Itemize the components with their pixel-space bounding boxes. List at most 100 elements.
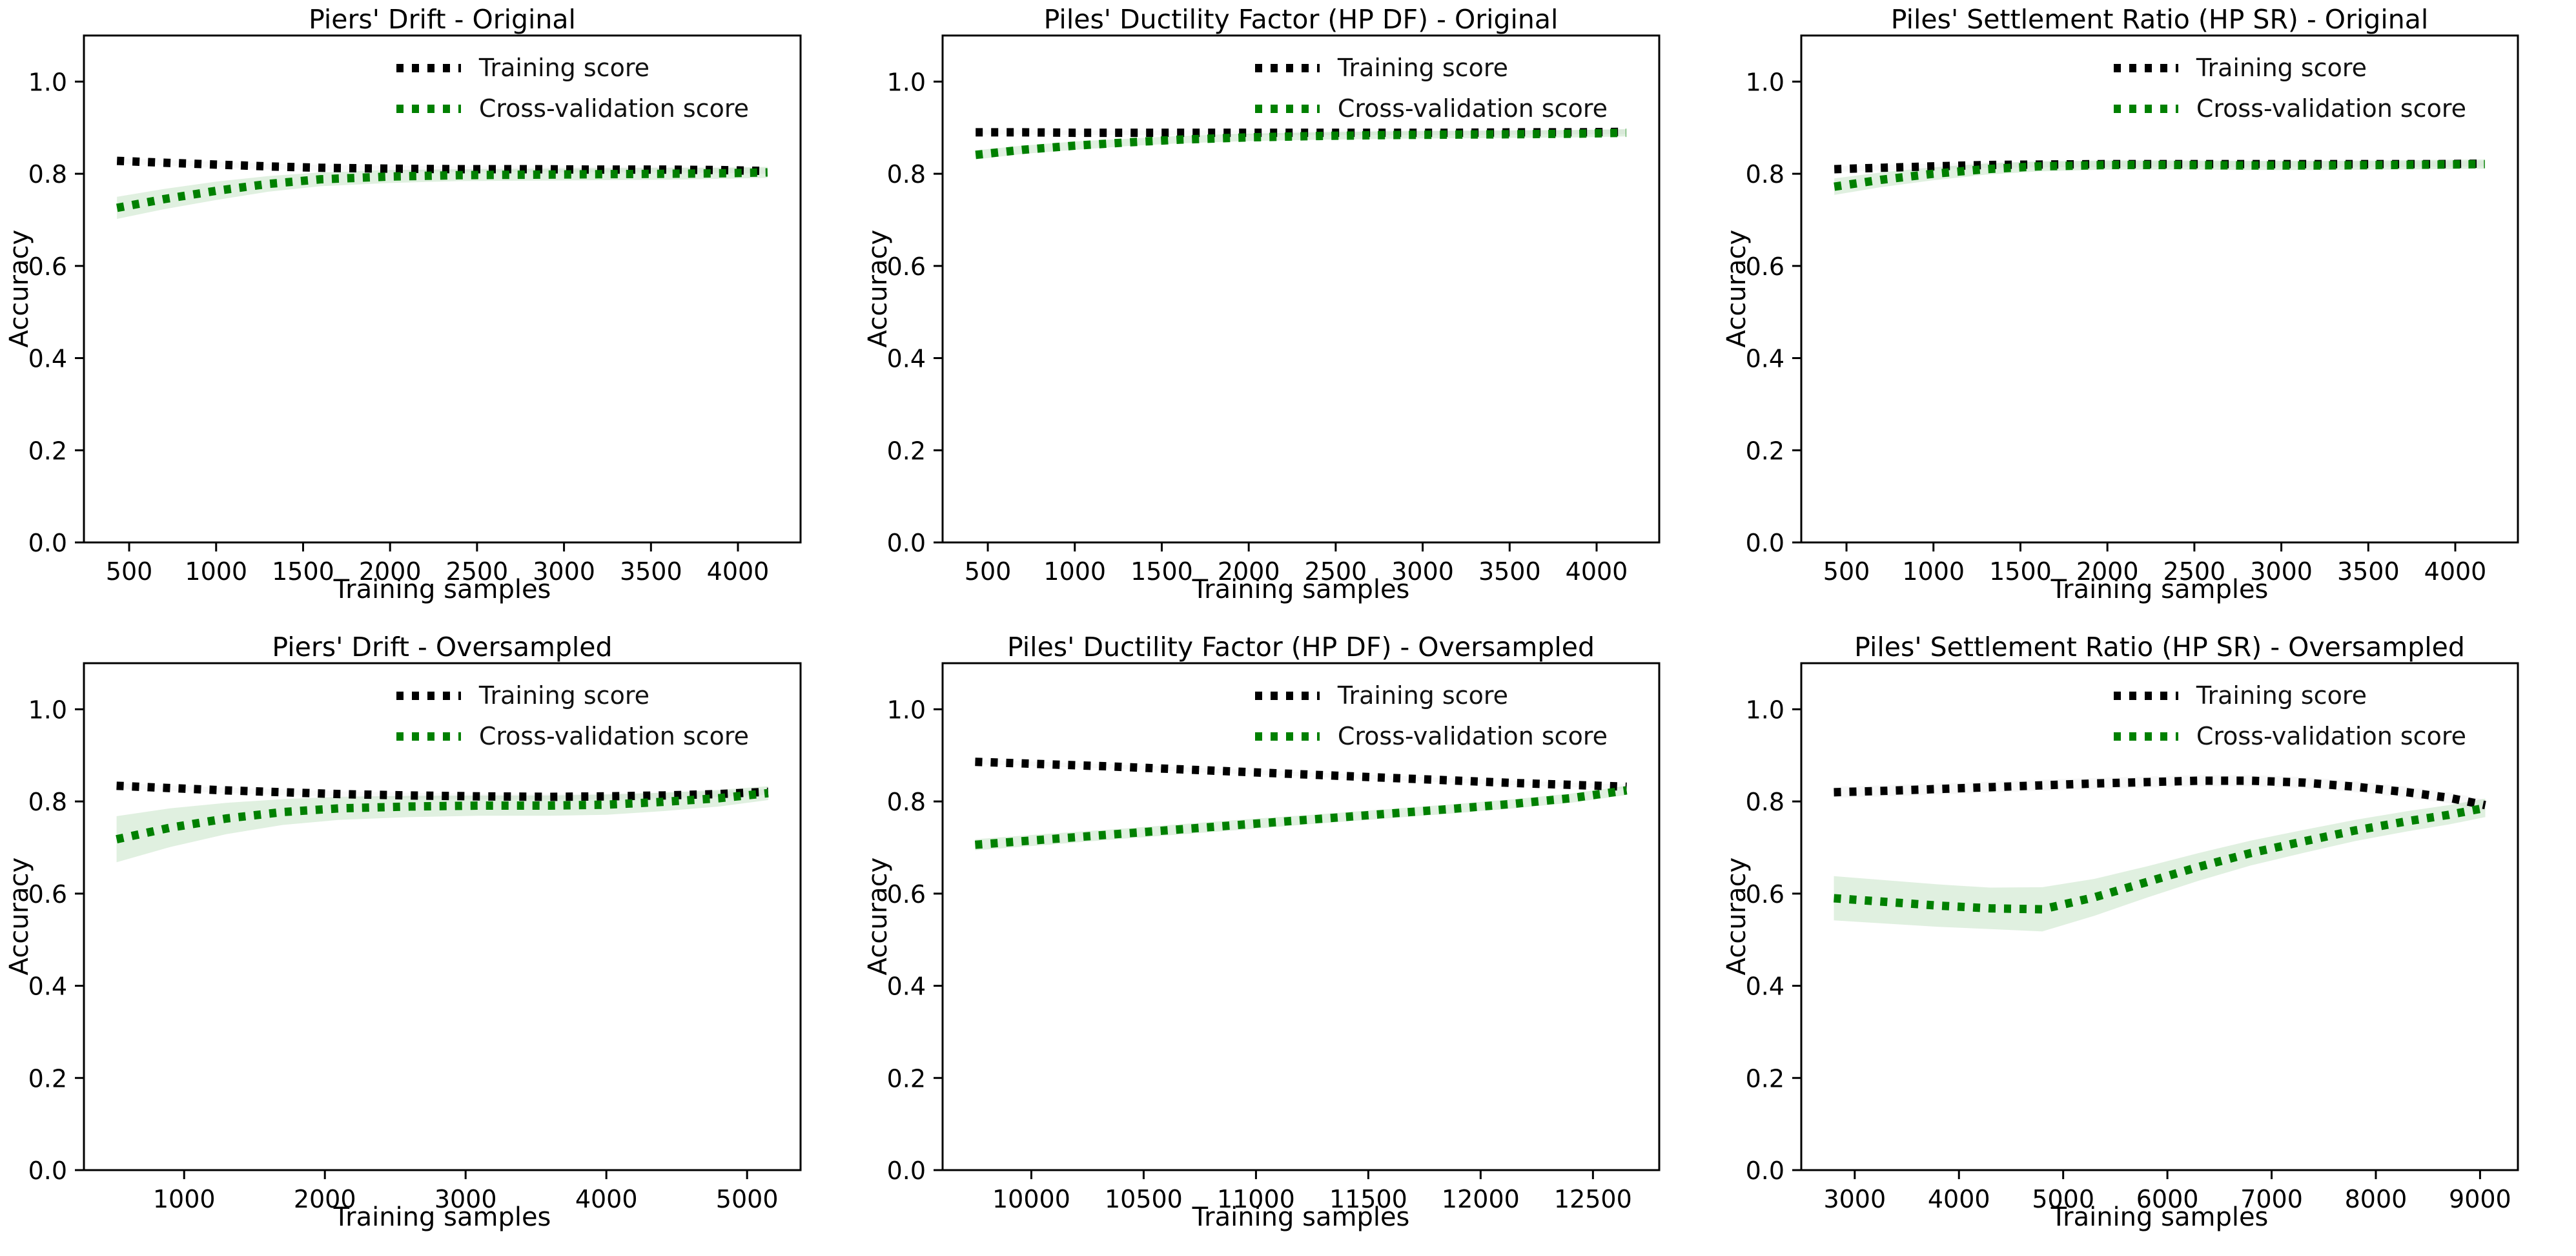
svg-text:8000: 8000 [2345,1185,2407,1213]
svg-text:0.8: 0.8 [887,160,926,189]
legend-item-training-score: Training score [2113,53,2367,83]
svg-text:2500: 2500 [446,557,509,586]
svg-text:0.0: 0.0 [28,529,67,557]
svg-text:9000: 9000 [2449,1185,2511,1213]
legend-label: Training score [2196,681,2367,710]
svg-text:0.8: 0.8 [28,160,67,189]
legend-item-training-score: Training score [1254,681,1508,710]
chart-canvas: 500 1000 1500 2000 2500 3000 3500 4000 0.0 0.2 0.4… [28,34,802,586]
svg-text:500: 500 [1823,557,1870,586]
y-axis-label: Accuracy [863,857,893,976]
chart-title: Piles' Settlement Ratio (HP SR) - Oversa… [1854,632,2465,663]
training-score-line-swatch [396,691,461,700]
y-axis-label: Accuracy [5,229,34,348]
svg-text:0.4: 0.4 [28,345,67,373]
svg-text:10000: 10000 [992,1185,1070,1213]
svg-text:1500: 1500 [1989,557,2052,586]
subplot-piers-drift-original: 500 1000 1500 2000 2500 3000 3500 4000 0.0 0.2 0.4… [0,0,859,628]
svg-text:1.0: 1.0 [1746,68,1784,96]
subplot-piles-ductility-original: 500 1000 1500 2000 2500 3000 3500 4000 0.0 0.2 0.4… [859,0,1717,628]
svg-text:0.6: 0.6 [887,880,926,909]
svg-text:1.0: 1.0 [28,695,67,724]
y-axis-label: Accuracy [1722,229,1752,348]
legend-item-cross-validation-score: Cross-validation score [396,721,749,751]
chart-canvas: 500 1000 1500 2000 2500 3000 3500 4000 0.0 0.2 0.4… [1746,34,2519,586]
svg-text:500: 500 [965,557,1012,586]
svg-text:3500: 3500 [620,557,682,586]
x-axis-label: Training samples [333,575,551,604]
svg-text:7000: 7000 [2240,1185,2303,1213]
legend-label: Cross-validation score [2196,94,2466,123]
legend-item-cross-validation-score: Cross-validation score [396,94,749,123]
svg-text:4000: 4000 [707,557,770,586]
cross-validation-line-swatch [1254,104,1320,113]
y-axis-label: Accuracy [1722,857,1752,976]
x-axis-label: Training samples [333,1202,551,1232]
chart-title: Piles' Ductility Factor (HP DF) - Oversa… [1007,632,1595,663]
chart-canvas: 3000 4000 5000 6000 7000 8000 9000 0.0 0.2 0.4 0.6… [1746,662,2519,1213]
legend-label: Cross-validation score [1337,722,1608,750]
svg-text:2500: 2500 [1305,557,1367,586]
chart-title: Piers' Drift - Oversampled [272,632,613,663]
legend: Training score Cross-validation score [396,681,749,751]
legend: Training score Cross-validation score [2113,53,2466,123]
legend-label: Training score [1337,54,1508,82]
svg-text:1.0: 1.0 [28,68,67,96]
subplot-piles-settlement-oversampled: 3000 4000 5000 6000 7000 8000 9000 0.0 0.2 0.4 0.6… [1717,628,2576,1256]
svg-text:0.0: 0.0 [887,529,926,557]
svg-text:0.8: 0.8 [1746,788,1784,816]
svg-text:1000: 1000 [185,557,247,586]
subplot-piers-drift-oversampled: 1000 2000 3000 4000 5000 0.0 0.2 0.4 0.6 0.8 1.0 P… [0,628,859,1256]
x-axis-label: Training samples [1192,575,1410,604]
legend-item-cross-validation-score: Cross-validation score [1254,94,1608,123]
svg-text:0.4: 0.4 [28,973,67,1001]
chart-canvas: 1000 2000 3000 4000 5000 0.0 0.2 0.4 0.6 0.8 1.0 [28,662,802,1213]
legend: Training score Cross-validation score [1254,53,1608,123]
training-score-line-swatch [396,63,461,72]
legend-label: Training score [1337,681,1508,710]
svg-text:1500: 1500 [1130,557,1193,586]
svg-text:2000: 2000 [359,557,422,586]
svg-text:0.0: 0.0 [28,1157,67,1185]
cross-validation-line-swatch [396,732,461,741]
svg-text:3000: 3000 [1391,557,1454,586]
svg-text:0.0: 0.0 [1746,529,1784,557]
legend-item-cross-validation-score: Cross-validation score [2113,721,2466,751]
svg-text:1.0: 1.0 [1746,695,1784,724]
svg-text:12500: 12500 [1554,1185,1632,1213]
training-score-line-swatch [1254,691,1320,700]
svg-text:500: 500 [106,557,153,586]
svg-text:2000: 2000 [1218,557,1280,586]
legend-item-cross-validation-score: Cross-validation score [2113,94,2466,123]
x-axis-label: Training samples [2050,575,2269,604]
chart-title: Piers' Drift - Original [309,4,576,35]
svg-text:3500: 3500 [2337,557,2400,586]
chart-canvas: 500 1000 1500 2000 2500 3000 3500 4000 0.0 0.2 0.4… [887,34,1661,586]
legend: Training score Cross-validation score [1254,681,1608,751]
training-score-line-swatch [2113,63,2178,72]
svg-text:4000: 4000 [1566,557,1628,586]
svg-text:0.4: 0.4 [1746,973,1784,1001]
svg-text:6000: 6000 [2136,1185,2199,1213]
svg-text:0.6: 0.6 [1746,880,1784,909]
svg-text:1000: 1000 [153,1185,216,1213]
svg-text:0.6: 0.6 [1746,252,1784,281]
svg-text:2500: 2500 [2163,557,2226,586]
legend-label: Training score [478,681,649,710]
svg-text:0.8: 0.8 [1746,160,1784,189]
x-axis-label: Training samples [2050,1202,2269,1232]
legend-item-cross-validation-score: Cross-validation score [1254,721,1608,751]
y-axis-label: Accuracy [5,857,34,976]
svg-text:1000: 1000 [1043,557,1106,586]
legend-item-training-score: Training score [396,53,649,83]
svg-text:0.2: 0.2 [28,1064,67,1093]
svg-text:4000: 4000 [2424,557,2487,586]
cross-validation-line-swatch [396,104,461,113]
svg-text:3000: 3000 [533,557,595,586]
cross-validation-line-swatch [2113,104,2178,113]
svg-text:10500: 10500 [1105,1185,1183,1213]
svg-text:0.8: 0.8 [28,788,67,816]
svg-text:0.2: 0.2 [887,1064,926,1093]
svg-text:0.4: 0.4 [887,345,926,373]
